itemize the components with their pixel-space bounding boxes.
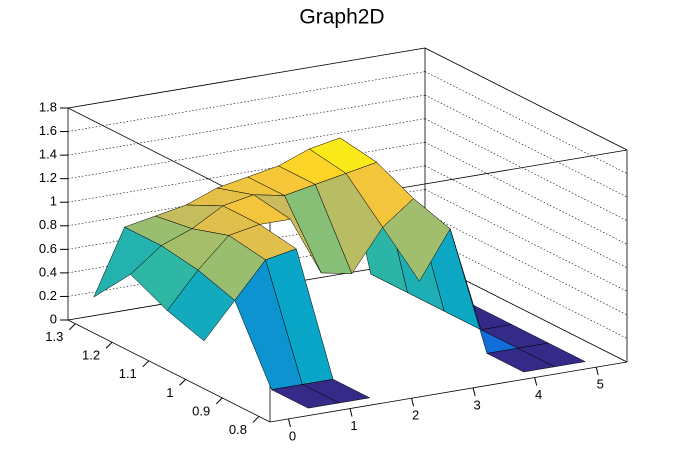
z-tick-label: 0.8 bbox=[39, 217, 57, 232]
z-tick-label: 1 bbox=[50, 194, 57, 209]
box-edge bbox=[269, 361, 628, 423]
grid-line bbox=[424, 94, 628, 198]
grid-line bbox=[424, 118, 628, 221]
z-tick-label: 0.6 bbox=[39, 241, 57, 256]
y-tick bbox=[215, 397, 223, 405]
grid-line bbox=[67, 141, 426, 203]
y-tick bbox=[252, 416, 260, 423]
grid-line bbox=[67, 94, 426, 156]
x-tick bbox=[411, 398, 415, 407]
x-tick bbox=[287, 418, 291, 428]
grid-line bbox=[424, 212, 628, 316]
surface-cell bbox=[166, 269, 236, 342]
y-tick-label: 0.9 bbox=[192, 403, 210, 418]
surface-cell bbox=[382, 198, 451, 282]
z-tick-label: 1.8 bbox=[39, 99, 57, 114]
z-tick-label: 1.2 bbox=[39, 170, 57, 185]
x-tick-label: 2 bbox=[412, 408, 419, 423]
x-tick-label: 0 bbox=[289, 428, 296, 443]
box-edge bbox=[424, 47, 628, 151]
z-tick-label: 1.4 bbox=[39, 147, 57, 162]
chart-title: Graph2D bbox=[299, 6, 384, 29]
x-tick-label: 4 bbox=[535, 387, 542, 402]
y-tick-label: 1.2 bbox=[82, 348, 100, 363]
y-tick-label: 1 bbox=[166, 385, 173, 400]
grid-line bbox=[424, 189, 628, 292]
z-tick-label: 0 bbox=[50, 311, 57, 326]
grid-line bbox=[424, 71, 628, 174]
grid-line bbox=[424, 141, 628, 245]
x-tick bbox=[349, 408, 353, 417]
grid-line bbox=[424, 165, 628, 269]
surface-cell bbox=[486, 347, 556, 373]
x-tick bbox=[595, 367, 599, 376]
y-tick-label: 0.8 bbox=[229, 422, 247, 437]
surface-cell bbox=[270, 384, 340, 409]
y-tick-label: 1.3 bbox=[45, 329, 63, 344]
grid-line bbox=[424, 236, 628, 339]
y-tick bbox=[68, 323, 76, 331]
z-tick-label: 0.2 bbox=[39, 288, 57, 303]
grid-line bbox=[67, 71, 426, 132]
x-tick bbox=[472, 387, 476, 396]
x-tick-label: 5 bbox=[597, 377, 604, 392]
x-tick-label: 1 bbox=[350, 418, 357, 433]
x-tick bbox=[534, 377, 538, 386]
box-edge bbox=[67, 319, 271, 423]
y-tick bbox=[179, 378, 186, 386]
box-edge bbox=[67, 47, 426, 109]
y-tick-label: 1.1 bbox=[119, 366, 137, 381]
y-tick bbox=[142, 360, 150, 368]
x-tick-label: 3 bbox=[474, 397, 481, 412]
y-tick bbox=[105, 341, 113, 349]
z-tick-label: 1.6 bbox=[39, 123, 57, 138]
z-tick-label: 0.4 bbox=[39, 264, 57, 279]
grid-line bbox=[67, 118, 426, 179]
